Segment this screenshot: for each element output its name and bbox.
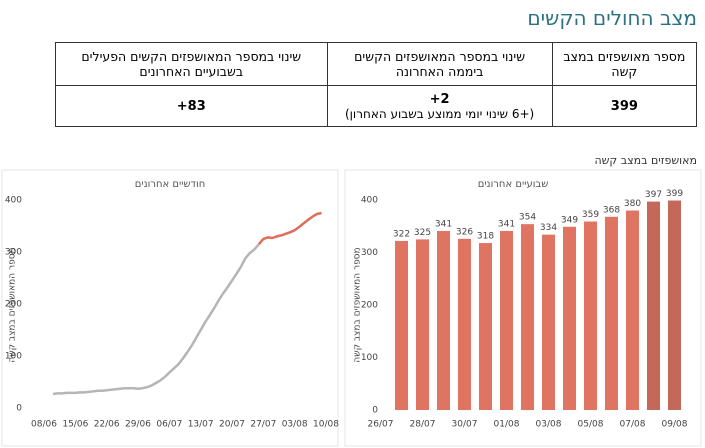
note: (+6 שינוי יומי ממוצע בשבוע האחרון): [344, 106, 535, 121]
y-tick-label: 100: [361, 353, 378, 363]
x-tick-label: 07/08: [620, 420, 646, 430]
page-title: מצב החולים הקשים: [527, 6, 697, 30]
bar: [562, 226, 577, 410]
bar: [436, 230, 451, 410]
panel: [344, 169, 702, 447]
value-cell: +2 (+6 שינוי יומי ממוצע בשבוע האחרון): [326, 85, 553, 127]
y-axis-label: מספר המאושפזים במצב קשה: [353, 247, 363, 362]
y-tick-label: 0: [16, 404, 22, 414]
y-tick-label: 200: [361, 301, 378, 311]
y-tick-label: 400: [5, 196, 22, 206]
value-label: 334: [540, 223, 557, 233]
bar: [667, 200, 682, 410]
x-tick-label: 01/08: [494, 420, 520, 430]
x-tick-label: 22/06: [94, 420, 120, 430]
bar: [625, 210, 640, 410]
x-tick-label: 15/06: [62, 420, 88, 430]
header-cell: שינוי במספר המאושפזים הקשים הפעילים בשבו…: [55, 42, 328, 86]
value-label: 318: [477, 232, 494, 242]
bar: [478, 243, 493, 410]
header-row: מספר מאושפזים במצב קשה שינוי במספר המאוש…: [55, 42, 698, 86]
y-axis-label: מספר המאושפזים במצב קשה: [8, 247, 18, 362]
line: [52, 243, 260, 396]
value-label: 349: [561, 215, 578, 225]
bar: [583, 221, 598, 410]
value-label: 322: [393, 229, 410, 239]
y-tick-label: 400: [361, 196, 378, 206]
x-tick-label: 05/08: [578, 420, 604, 430]
value-label: 354: [519, 213, 536, 223]
value-label: 380: [624, 199, 641, 209]
value-label: 397: [645, 190, 662, 200]
value-label: 341: [498, 219, 515, 229]
x-tick-label: 03/08: [282, 420, 308, 430]
y-tick-label: 200: [5, 300, 22, 310]
value-row: 399 +2 (+6 שינוי יומי ממוצע בשבוע האחרון)…: [55, 85, 698, 127]
x-tick-label: 27/07: [250, 420, 276, 430]
value-cell: 399: [551, 85, 698, 127]
chart-title: שבועיים אחרונים: [478, 179, 549, 190]
value: 399: [610, 98, 638, 114]
value-label: 341: [435, 219, 452, 229]
bar: [541, 234, 556, 410]
y-tick-label: 0: [372, 406, 378, 416]
x-tick-label: 20/07: [219, 420, 245, 430]
chart-title: חודשיים אחרונים: [135, 179, 206, 190]
y-tick-label: 300: [5, 248, 22, 258]
bar: [604, 216, 619, 410]
section-title: מאושפזים במצב קשה: [594, 154, 697, 167]
x-tick-label: 08/06: [31, 420, 57, 430]
y-tick-label: 100: [5, 352, 22, 362]
x-tick-label: 30/07: [452, 420, 478, 430]
bar: [520, 224, 535, 410]
summary-table: מספר מאושפזים במצב קשה שינוי במספר המאוש…: [55, 42, 698, 127]
header-cell: מספר מאושפזים במצב קשה: [551, 42, 698, 86]
bar: [415, 239, 430, 410]
x-tick-label: 06/07: [156, 420, 182, 430]
x-tick-label: 29/06: [125, 420, 151, 430]
value-label: 326: [456, 227, 473, 237]
value-label: 359: [582, 210, 599, 220]
value-label: 399: [666, 189, 683, 199]
value-label: 325: [414, 228, 431, 238]
x-tick-label: 28/07: [410, 420, 436, 430]
x-tick-label: 09/08: [662, 420, 688, 430]
value-cell: +83: [55, 85, 328, 127]
value-label: 368: [603, 205, 620, 215]
header-cell: שינוי במספר המאושפזים הקשים ביממה האחרונ…: [326, 42, 553, 86]
y-tick-label: 300: [361, 248, 378, 258]
value: +83: [176, 98, 206, 114]
bar: [394, 240, 409, 410]
line: [257, 211, 322, 246]
bar: [499, 230, 514, 410]
value: +2: [429, 91, 450, 107]
x-tick-label: 26/07: [368, 420, 394, 430]
x-tick-label: 10/08: [313, 420, 339, 430]
bar: [457, 238, 472, 410]
bar: [646, 201, 661, 410]
x-tick-label: 03/08: [536, 420, 562, 430]
x-tick-label: 13/07: [188, 420, 214, 430]
panel: [1, 169, 339, 447]
